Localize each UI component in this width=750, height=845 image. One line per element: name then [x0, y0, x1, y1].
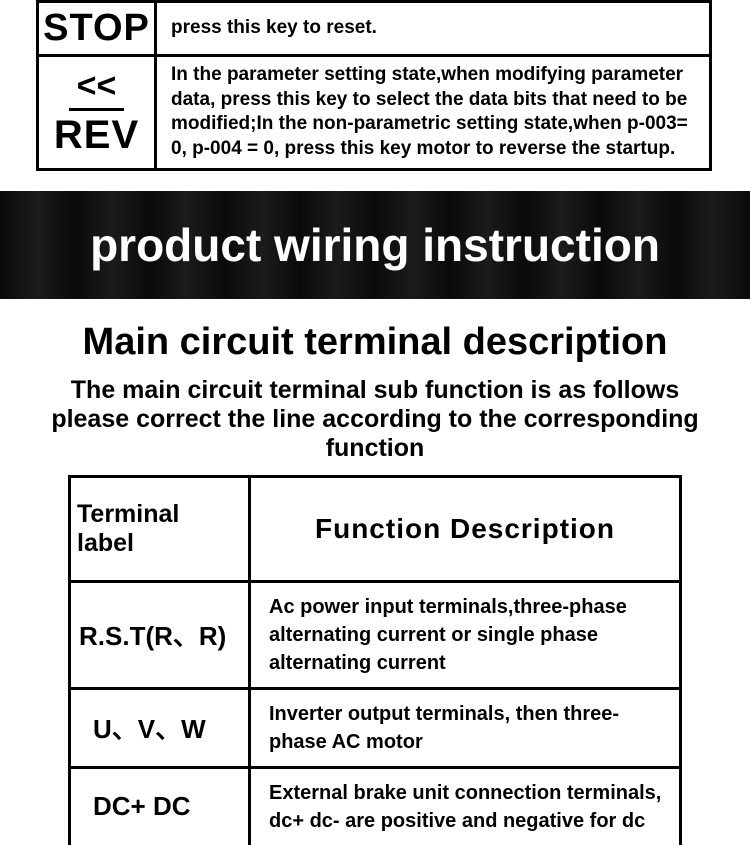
table-row: U、V、W Inverter output terminals, then th…	[70, 688, 681, 767]
terminal-desc-uvw: Inverter output terminals, then three-ph…	[250, 688, 681, 767]
terminal-label-dc: DC+ DC	[70, 767, 250, 845]
section-title: Main circuit terminal description	[0, 321, 750, 364]
terminal-label-uvw: U、V、W	[70, 688, 250, 767]
wiring-banner: product wiring instruction	[0, 191, 750, 299]
banner-title: product wiring instruction	[90, 218, 660, 272]
th-function-desc: Function Description	[250, 476, 681, 581]
key-desc-stop: press this key to reset.	[156, 2, 711, 56]
table-header-row: Terminal label Function Description	[70, 476, 681, 581]
terminal-desc-dc: External brake unit connection terminals…	[250, 767, 681, 845]
table-row: << REV In the parameter setting state,wh…	[38, 56, 711, 170]
th-terminal-label: Terminal label	[70, 476, 250, 581]
section-sub1: The main circuit terminal sub function i…	[0, 376, 750, 405]
section-sub2: please correct the line according to the…	[0, 405, 750, 463]
table-row: R.S.T(R、R) Ac power input terminals,thre…	[70, 581, 681, 688]
key-function-table: STOP press this key to reset. << REV In …	[36, 0, 712, 171]
terminal-desc-rst: Ac power input terminals,three-phase alt…	[250, 581, 681, 688]
key-label-rev: REV	[39, 113, 154, 158]
key-label-stop: STOP	[39, 7, 154, 50]
key-desc-rev: In the parameter setting state,when modi…	[156, 56, 711, 170]
key-label-arrow: <<	[69, 67, 125, 111]
key-cell-stop: STOP	[38, 2, 156, 56]
table-row: DC+ DC External brake unit connection te…	[70, 767, 681, 845]
terminal-label-rst: R.S.T(R、R)	[70, 581, 250, 688]
table-row: STOP press this key to reset.	[38, 2, 711, 56]
terminal-table: Terminal label Function Description R.S.…	[68, 475, 682, 845]
key-cell-rev: << REV	[38, 56, 156, 170]
